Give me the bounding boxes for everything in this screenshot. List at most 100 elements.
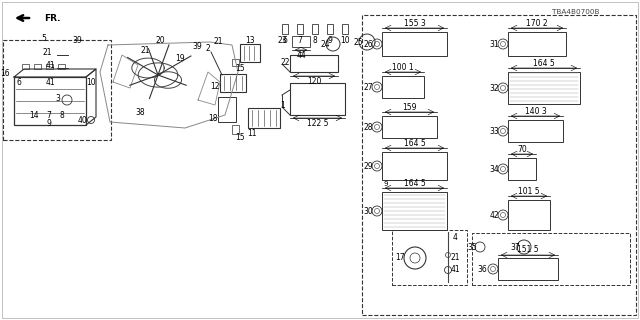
Bar: [232, 59, 239, 66]
Text: 10: 10: [86, 77, 96, 86]
Text: 26: 26: [363, 39, 373, 49]
Bar: [382, 116, 437, 138]
Bar: [248, 108, 280, 128]
Text: 8: 8: [312, 36, 317, 44]
Text: 39: 39: [72, 36, 82, 44]
Text: 31: 31: [489, 39, 499, 49]
Text: 21: 21: [42, 47, 52, 57]
Text: 28: 28: [364, 123, 372, 132]
Text: 7: 7: [298, 36, 303, 44]
Bar: [327, 24, 333, 34]
Text: 24: 24: [320, 39, 330, 49]
Text: 18: 18: [208, 114, 218, 123]
Bar: [14, 77, 86, 125]
Bar: [282, 24, 288, 34]
Bar: [232, 125, 239, 134]
Text: 29: 29: [363, 162, 373, 171]
Text: 9: 9: [47, 118, 51, 127]
Text: 21: 21: [213, 36, 223, 45]
Text: 164 5: 164 5: [404, 179, 426, 188]
Bar: [382, 192, 447, 230]
Text: 101 5: 101 5: [518, 187, 540, 196]
Text: 4: 4: [452, 234, 458, 243]
Bar: [46, 64, 53, 69]
Bar: [34, 64, 41, 69]
Text: 25: 25: [353, 37, 363, 46]
Text: 70: 70: [517, 145, 527, 154]
Bar: [362, 15, 636, 315]
Text: 2: 2: [205, 44, 211, 52]
Text: 34: 34: [489, 164, 499, 173]
Text: 39: 39: [192, 42, 202, 51]
Bar: [290, 83, 345, 115]
Bar: [240, 44, 260, 62]
Bar: [382, 32, 447, 56]
Text: 32: 32: [489, 84, 499, 92]
Bar: [312, 24, 318, 34]
Text: 5: 5: [42, 34, 47, 43]
Text: 12: 12: [211, 82, 220, 91]
Text: 100 1: 100 1: [392, 62, 414, 71]
Text: 164 5: 164 5: [533, 59, 555, 68]
Text: 38: 38: [135, 108, 145, 116]
Text: 140 3: 140 3: [525, 107, 547, 116]
Text: 37: 37: [510, 243, 520, 252]
Bar: [3, 40, 111, 140]
Bar: [218, 97, 236, 122]
Text: 15: 15: [235, 63, 245, 73]
Text: 41: 41: [45, 77, 55, 86]
Text: 122 5: 122 5: [307, 118, 328, 127]
Bar: [290, 55, 338, 72]
Text: 35: 35: [467, 243, 477, 252]
Bar: [508, 32, 566, 56]
Text: 42: 42: [489, 211, 499, 220]
Text: 30: 30: [363, 206, 373, 215]
Bar: [342, 24, 348, 34]
Text: 17: 17: [395, 253, 405, 262]
Bar: [292, 36, 310, 47]
Text: 16: 16: [0, 68, 10, 77]
Text: 27: 27: [363, 83, 373, 92]
Text: 8: 8: [60, 110, 65, 119]
Text: 151 5: 151 5: [517, 245, 539, 254]
Bar: [382, 76, 424, 98]
Bar: [498, 258, 558, 280]
Text: 7: 7: [47, 110, 51, 119]
Text: 22: 22: [280, 58, 290, 67]
Bar: [382, 152, 447, 180]
Bar: [508, 120, 563, 142]
Text: 14: 14: [29, 110, 39, 119]
Text: 6: 6: [17, 77, 21, 86]
Text: 23: 23: [277, 36, 287, 44]
Text: 120: 120: [307, 76, 321, 85]
Bar: [22, 64, 29, 69]
Text: 33: 33: [489, 126, 499, 135]
Text: 19: 19: [175, 53, 185, 62]
Text: 9: 9: [328, 36, 332, 44]
Text: 21: 21: [451, 253, 460, 262]
Bar: [472, 233, 630, 285]
Bar: [508, 158, 536, 180]
Text: 21: 21: [140, 45, 150, 54]
Bar: [508, 72, 580, 104]
Text: 170 2: 170 2: [526, 19, 548, 28]
Text: 11: 11: [247, 129, 257, 138]
Text: 155 3: 155 3: [404, 19, 426, 28]
Text: 15: 15: [235, 132, 245, 141]
Text: 10: 10: [340, 36, 350, 44]
Text: TBA4B0700B: TBA4B0700B: [552, 9, 600, 15]
Text: 20: 20: [155, 36, 165, 44]
Text: 159: 159: [403, 102, 417, 111]
Bar: [220, 74, 246, 92]
Text: FR.: FR.: [44, 13, 61, 22]
Text: 41: 41: [450, 266, 460, 275]
Bar: [58, 64, 65, 69]
Text: 13: 13: [245, 36, 255, 44]
Bar: [508, 200, 550, 230]
Text: 1: 1: [280, 100, 285, 109]
Text: 9: 9: [384, 181, 388, 187]
Bar: [297, 24, 303, 34]
Bar: [392, 230, 467, 285]
Text: 44: 44: [296, 51, 306, 60]
Text: 40: 40: [77, 116, 87, 124]
